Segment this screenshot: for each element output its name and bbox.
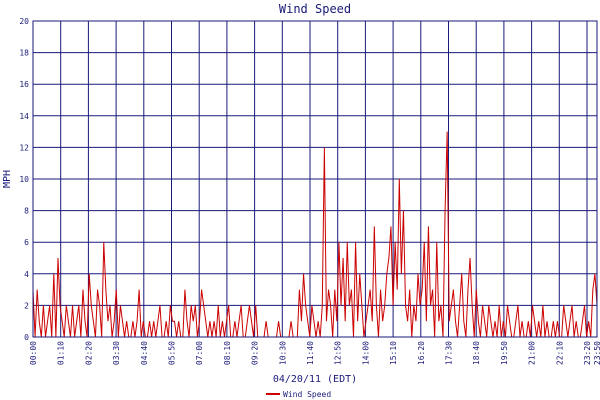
y-tick-label: 8	[24, 207, 29, 216]
y-tick-label: 4	[24, 270, 29, 279]
x-tick-label: 01:10	[57, 341, 66, 365]
y-tick-label: 2	[24, 301, 29, 310]
x-tick-label: 00:00	[29, 341, 38, 365]
legend-label: Wind Speed	[283, 390, 331, 399]
x-tick-label: 05:50	[168, 341, 177, 365]
x-tick-label: 07:00	[195, 341, 204, 365]
y-tick-label: 14	[19, 112, 29, 121]
x-tick-label: 04:40	[140, 341, 149, 365]
y-tick-label: 10	[19, 175, 29, 184]
x-tick-label: 12:50	[334, 341, 343, 365]
y-tick-label: 0	[24, 333, 29, 342]
x-axis-label: 04/20/11 (EDT)	[273, 374, 357, 385]
x-tick-label: 08:10	[223, 341, 232, 365]
y-tick-label: 18	[19, 49, 29, 58]
y-tick-label: 12	[19, 143, 29, 152]
x-tick-label: 03:30	[112, 341, 121, 365]
x-tick-label: 23:20	[583, 341, 592, 365]
y-tick-label: 16	[19, 80, 29, 89]
x-tick-label: 22:10	[555, 341, 564, 365]
x-tick-label: 14:00	[361, 341, 370, 365]
x-tick-label: 02:20	[84, 341, 93, 365]
series-layer	[32, 131, 598, 338]
x-tick-label: 09:20	[251, 341, 260, 365]
chart-title: Wind Speed	[279, 2, 351, 16]
x-axis-ticks: 00:00 01:10 02:20 03:30 04:40 05:50 07:00 08:10…	[29, 341, 600, 365]
legend: Wind Speed	[266, 390, 331, 399]
x-tick-label: 15:10	[389, 341, 398, 365]
x-tick-label: 17:30	[445, 341, 454, 365]
x-tick-label: 21:00	[528, 341, 537, 365]
wind-speed-series-line	[32, 131, 598, 338]
x-tick-label: 18:40	[472, 341, 481, 365]
x-tick-label: 23:50	[593, 341, 600, 365]
x-tick-label: 10:30	[278, 341, 287, 365]
y-tick-label: 20	[19, 17, 29, 26]
y-axis-label: MPH	[2, 170, 13, 188]
x-tick-label: 11:40	[306, 341, 315, 365]
x-tick-label: 19:50	[500, 341, 509, 365]
x-tick-label: 16:20	[417, 341, 426, 365]
y-tick-label: 6	[24, 238, 29, 247]
plot-frame	[32, 20, 598, 338]
y-axis-ticks: 0 2 4 6 8 10 12 14 16 18 20	[19, 17, 29, 342]
